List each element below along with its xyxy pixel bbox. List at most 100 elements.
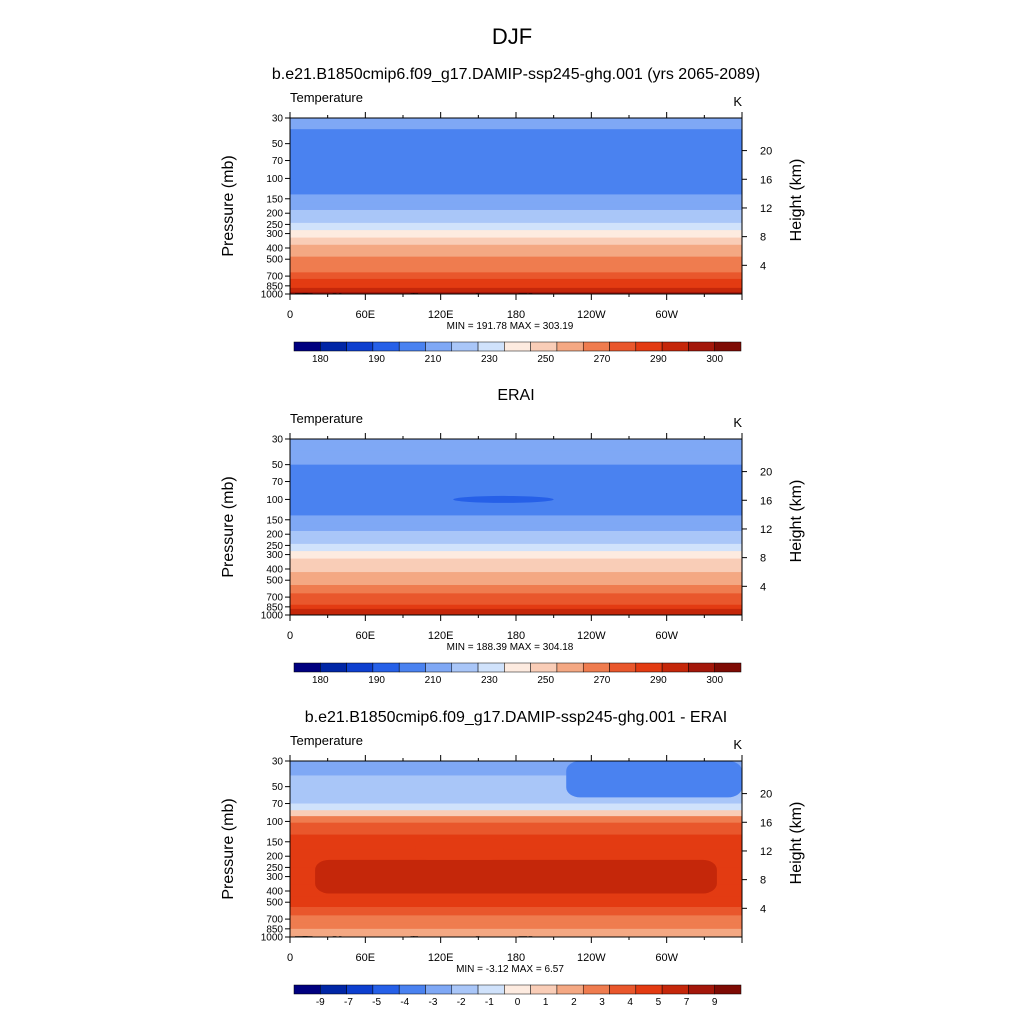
x-tick-label: 60W (655, 630, 678, 642)
pressure-tick-label: 30 (272, 114, 284, 125)
colorbar-box (635, 984, 663, 995)
pressure-tick-label: 30 (272, 435, 284, 446)
panel-unit-label: K (733, 415, 742, 430)
contour-band (290, 915, 742, 924)
x-tick-label: 180 (507, 952, 525, 964)
contour-band (290, 222, 742, 231)
pressure-tick-label: 50 (272, 460, 284, 471)
contour-band (290, 934, 742, 937)
colorbar-box (530, 341, 558, 352)
colorbar-label: -4 (400, 997, 409, 1008)
contour-band (290, 505, 742, 517)
height-tick-label: 12 (760, 203, 772, 215)
colorbar-box (504, 341, 531, 352)
pressure-tick-label: 300 (266, 229, 283, 240)
colorbar-box (530, 662, 558, 673)
colorbar-label: 2 (571, 997, 577, 1008)
contour-band (290, 156, 742, 173)
contour-band (290, 256, 742, 265)
colorbar-box (688, 984, 715, 995)
pressure-tick-label: 250 (266, 863, 283, 874)
pressure-tick-label: 70 (272, 477, 284, 488)
colorbar-label: 270 (594, 675, 611, 686)
y-axis-label-right: Height (km) (788, 480, 805, 563)
colorbar-box (635, 662, 663, 673)
colorbar-box (398, 662, 426, 673)
colorbar-box (320, 984, 347, 995)
contour-band (290, 537, 742, 545)
contour-band (290, 244, 742, 252)
panel-variable-label: Temperature (290, 733, 363, 748)
contour-band (290, 608, 742, 614)
colorbar-label: 0 (515, 997, 521, 1008)
pressure-tick-label: 400 (266, 887, 283, 898)
pressure-tick-label: 1000 (261, 611, 284, 622)
colorbar-box (372, 341, 400, 352)
height-tick-label: 16 (760, 174, 772, 186)
colorbar-label: 210 (425, 675, 442, 686)
contour-band (290, 216, 742, 224)
colorbar-box (477, 341, 505, 352)
pressure-tick-label: 150 (266, 515, 283, 526)
colorbar-label: 290 (650, 675, 667, 686)
panel-title: b.e21.B1850cmip6.f09_g17.DAMIP-ssp245-gh… (272, 66, 760, 83)
contour-band (290, 530, 742, 538)
colorbar-label: -3 (429, 997, 438, 1008)
height-tick-label: 8 (760, 232, 766, 244)
colorbar-box (425, 341, 453, 352)
contour-band (290, 834, 742, 851)
x-tick-label: 120E (428, 309, 454, 321)
height-tick-label: 4 (760, 903, 766, 915)
pressure-tick-label: 250 (266, 541, 283, 552)
x-tick-label: 0 (287, 952, 293, 964)
colorbar-box (451, 984, 479, 995)
contour-band (290, 171, 742, 185)
height-tick-label: 12 (760, 524, 772, 536)
contour-band (290, 287, 742, 293)
contour-band (290, 251, 742, 258)
height-tick-label: 8 (760, 553, 766, 565)
contour-band (290, 477, 742, 494)
pressure-tick-label: 250 (266, 220, 283, 231)
pressure-tick-label: 200 (266, 852, 283, 863)
colorbar-label: 7 (684, 997, 690, 1008)
colorbar-box (320, 341, 347, 352)
pressure-tick-label: 700 (266, 593, 283, 604)
colorbar-box (477, 984, 505, 995)
contour-band (290, 278, 742, 285)
contour-band (290, 577, 742, 586)
contour-field (290, 761, 742, 937)
pressure-tick-label: 100 (266, 817, 283, 828)
panel-variable-label: Temperature (290, 90, 363, 105)
colorbar-label: 5 (656, 997, 662, 1008)
colorbar-box (582, 662, 610, 673)
contour-band (290, 599, 742, 606)
x-tick-label: 120E (428, 630, 454, 642)
height-tick-label: 20 (760, 789, 772, 801)
contour-band (290, 572, 742, 579)
anomaly-region (315, 859, 717, 894)
colorbar-label: 250 (537, 354, 554, 365)
colorbar-box (582, 984, 610, 995)
contour-band (290, 928, 742, 936)
colorbar-box (714, 341, 742, 352)
colorbar-box (372, 984, 400, 995)
x-tick-label: 120W (577, 952, 606, 964)
pressure-tick-label: 70 (272, 156, 284, 167)
pressure-tick-label: 300 (266, 550, 283, 561)
x-tick-label: 180 (507, 309, 525, 321)
chart-panel-1: b.e21.B1850cmip6.f09_g17.DAMIP-ssp245-gh… (220, 66, 805, 365)
contour-band (290, 810, 742, 817)
contour-band (290, 291, 742, 294)
y-axis-label: Pressure (mb) (220, 476, 237, 577)
colorbar-box (688, 662, 715, 673)
min-max-stats: MIN = 191.78 MAX = 303.19 (447, 321, 574, 332)
contour-band (290, 896, 742, 908)
contour-band (290, 584, 742, 594)
colorbar-box (661, 984, 689, 995)
colorbar-label: 9 (712, 997, 718, 1008)
colorbar-box (293, 341, 321, 352)
pressure-tick-label: 500 (266, 255, 283, 266)
contour-band (290, 129, 742, 145)
colorbar-label: 4 (627, 997, 633, 1008)
